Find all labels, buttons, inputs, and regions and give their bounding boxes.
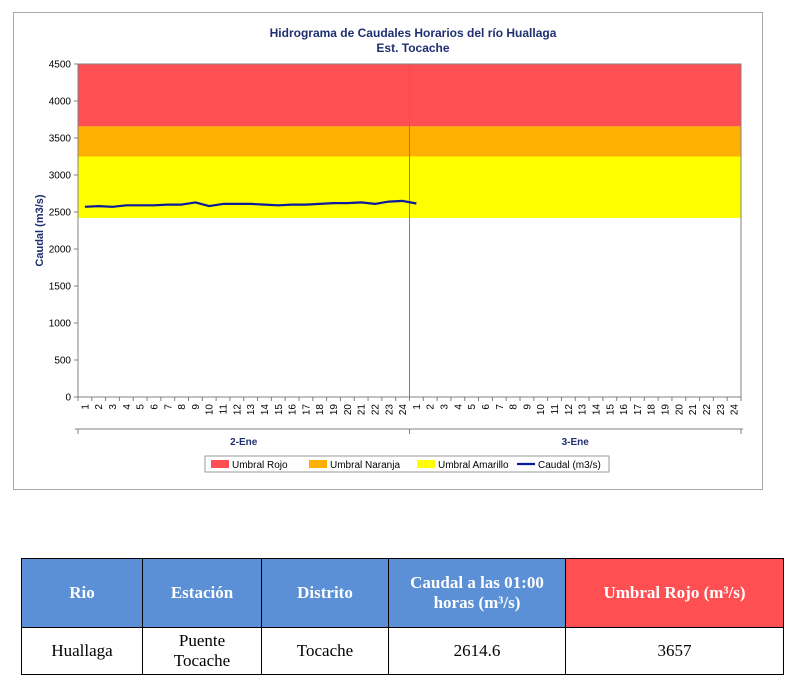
chart-subtitle: Est. Tocache	[376, 41, 449, 55]
x-tick-label: 9	[191, 404, 202, 410]
cell-umbral-rojo: 3657	[565, 627, 784, 675]
x-tick-label: 18	[647, 404, 658, 416]
x-tick-label: 24	[730, 404, 741, 416]
x-tick-label: 11	[219, 404, 230, 415]
y-axis-title: Caudal (m3/s)	[34, 194, 46, 266]
header-estacion: Estación	[142, 558, 262, 628]
y-tick-label: 3000	[49, 171, 72, 182]
x-tick-label: 20	[343, 404, 354, 416]
x-tick-label: 24	[398, 404, 409, 416]
hydrograph-chart: Hidrograma de Caudales Horarios del río …	[34, 26, 743, 473]
x-tick-label: 19	[329, 404, 340, 416]
x-tick-label: 21	[688, 404, 699, 416]
x-tick-label: 13	[246, 404, 257, 416]
x-tick-label: 14	[591, 404, 602, 416]
header-distrito: Distrito	[261, 558, 389, 628]
x-tick-label: 4	[453, 404, 464, 410]
x-tick-label: 11	[550, 404, 561, 415]
x-tick-label: 15	[274, 404, 285, 416]
cell-estacion: Puente Tocache	[142, 627, 262, 675]
x-tick-label: 2	[94, 404, 105, 410]
legend-label: Caudal (m3/s)	[538, 460, 601, 471]
series-line-caudal	[84, 199, 417, 208]
x-tick-label: 16	[619, 404, 630, 416]
y-tick-label: 2000	[49, 245, 72, 256]
station-table: Rio Estación Distrito Caudal a las 01:00…	[21, 558, 784, 675]
y-tick-label: 0	[65, 393, 71, 404]
x-tick-label: 6	[481, 404, 492, 410]
x-tick-label: 23	[384, 404, 395, 416]
x-tick-label: 7	[163, 404, 174, 410]
legend-swatch	[309, 460, 327, 468]
x-tick-label: 5	[136, 404, 147, 410]
x-tick-label: 7	[495, 404, 506, 410]
y-tick-label: 1000	[49, 319, 72, 330]
x-tick-label: 4	[122, 404, 133, 410]
x-tick-label: 21	[357, 404, 368, 416]
x-tick-label: 15	[605, 404, 616, 416]
x-tick-label: 8	[509, 404, 520, 410]
header-rio: Rio	[21, 558, 143, 628]
x-tick-label: 23	[716, 404, 727, 416]
legend-box	[204, 455, 610, 473]
cell-caudal: 2614.6	[388, 627, 566, 675]
legend-swatch	[211, 460, 229, 468]
x-tick-label: 1	[80, 404, 91, 410]
x-tick-label: 2	[426, 404, 437, 410]
x-tick-label: 17	[301, 404, 312, 416]
x-tick-label: 20	[674, 404, 685, 416]
x-tick-label: 9	[522, 404, 533, 410]
x-tick-label: 1	[412, 404, 423, 410]
cell-rio: Huallaga	[21, 627, 143, 675]
table-header-row: Rio Estación Distrito Caudal a las 01:00…	[21, 558, 784, 628]
y-tick-label: 4500	[49, 60, 72, 71]
x-tick-label: 8	[177, 404, 188, 410]
x-tick-label: 22	[370, 404, 381, 416]
y-tick-label: 1500	[49, 282, 72, 293]
x-tick-label: 10	[205, 404, 216, 416]
x-tick-label: 19	[661, 404, 672, 416]
x-tick-label: 17	[633, 404, 644, 416]
x-tick-label: 14	[260, 404, 271, 416]
legend-label: Umbral Naranja	[330, 460, 400, 471]
x-tick-label: 10	[536, 404, 547, 416]
y-tick-label: 2500	[49, 208, 72, 219]
x-tick-label: 3	[108, 404, 119, 410]
x-tick-label: 12	[232, 404, 243, 416]
x-tick-label: 12	[564, 404, 575, 416]
x-tick-label: 18	[315, 404, 326, 416]
legend-label: Umbral Rojo	[232, 460, 288, 471]
day-label: 2-Ene	[230, 437, 258, 448]
header-caudal: Caudal a las 01:00 horas (m³/s)	[388, 558, 566, 628]
y-tick-label: 500	[54, 356, 71, 367]
table-row: Huallaga Puente Tocache Tocache 2614.6 3…	[21, 627, 784, 675]
x-tick-label: 16	[288, 404, 299, 416]
y-tick-label: 3500	[49, 134, 72, 145]
x-tick-label: 13	[578, 404, 589, 416]
x-tick-label: 6	[149, 404, 160, 410]
legend-swatch	[417, 460, 435, 468]
legend-label: Umbral Amarillo	[438, 460, 509, 471]
day-label: 3-Ene	[562, 437, 590, 448]
x-tick-label: 22	[702, 404, 713, 416]
header-umbral-rojo: Umbral Rojo (m³/s)	[565, 558, 784, 628]
chart-frame: Hidrograma de Caudales Horarios del río …	[13, 12, 763, 490]
x-tick-label: 5	[467, 404, 478, 410]
y-tick-label: 4000	[49, 97, 72, 108]
x-tick-label: 3	[440, 404, 451, 410]
chart-title: Hidrograma de Caudales Horarios del río …	[270, 26, 557, 40]
cell-distrito: Tocache	[261, 627, 389, 675]
